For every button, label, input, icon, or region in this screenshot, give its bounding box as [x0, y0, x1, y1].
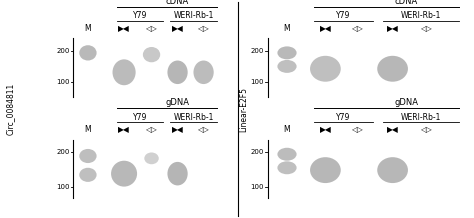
Ellipse shape [167, 61, 188, 84]
Text: Y79: Y79 [337, 11, 351, 20]
Text: 100: 100 [56, 184, 70, 190]
Ellipse shape [144, 152, 159, 164]
Text: WERI-Rb-1: WERI-Rb-1 [401, 113, 441, 122]
Text: 100: 100 [251, 184, 264, 190]
Ellipse shape [310, 157, 341, 183]
Ellipse shape [112, 59, 136, 85]
Ellipse shape [143, 47, 160, 62]
Text: M: M [284, 125, 290, 134]
Ellipse shape [277, 148, 297, 161]
Text: ▶◀: ▶◀ [319, 24, 331, 33]
Text: 100: 100 [56, 79, 70, 85]
Text: Y79: Y79 [133, 113, 147, 122]
Text: ◁▷: ◁▷ [352, 125, 364, 134]
Text: ▶◀: ▶◀ [387, 24, 399, 33]
Text: 200: 200 [56, 150, 70, 155]
Text: ▶◀: ▶◀ [118, 125, 130, 134]
Text: ◁▷: ◁▷ [421, 125, 433, 134]
Text: M: M [85, 125, 91, 134]
Ellipse shape [377, 157, 408, 183]
Text: 200: 200 [251, 150, 264, 155]
Ellipse shape [277, 161, 297, 174]
Text: M: M [284, 24, 290, 33]
Ellipse shape [277, 60, 297, 73]
Text: ◁▷: ◁▷ [198, 125, 210, 134]
Ellipse shape [79, 168, 97, 182]
Text: cDNA: cDNA [394, 0, 418, 6]
Text: 200: 200 [56, 48, 70, 54]
Ellipse shape [167, 162, 188, 186]
Text: ▶◀: ▶◀ [319, 125, 331, 134]
Text: ▶◀: ▶◀ [387, 125, 399, 134]
Text: WERI-Rb-1: WERI-Rb-1 [401, 11, 441, 20]
Text: Y79: Y79 [337, 113, 351, 122]
Ellipse shape [377, 56, 408, 82]
Text: ▶◀: ▶◀ [172, 24, 183, 33]
Text: ▶◀: ▶◀ [118, 24, 130, 33]
Text: ◁▷: ◁▷ [146, 125, 157, 134]
Ellipse shape [310, 56, 341, 82]
Ellipse shape [193, 61, 214, 84]
Text: WERI-Rb-1: WERI-Rb-1 [173, 11, 214, 20]
Text: cDNA: cDNA [166, 0, 189, 6]
Text: ◁▷: ◁▷ [421, 24, 433, 33]
Text: Linear-E2F5: Linear-E2F5 [239, 87, 248, 131]
Ellipse shape [79, 149, 97, 163]
Text: M: M [85, 24, 91, 33]
Text: Y79: Y79 [133, 11, 147, 20]
Ellipse shape [111, 161, 137, 187]
Text: 200: 200 [251, 48, 264, 54]
Text: Circ_0084811: Circ_0084811 [6, 83, 15, 135]
Text: ▶◀: ▶◀ [172, 125, 183, 134]
Text: ◁▷: ◁▷ [352, 24, 364, 33]
Text: 100: 100 [251, 79, 264, 85]
Text: ◁▷: ◁▷ [198, 24, 210, 33]
Text: gDNA: gDNA [165, 98, 190, 107]
Ellipse shape [79, 45, 97, 61]
Text: gDNA: gDNA [394, 98, 418, 107]
Ellipse shape [277, 46, 297, 59]
Text: WERI-Rb-1: WERI-Rb-1 [173, 113, 214, 122]
Text: ◁▷: ◁▷ [146, 24, 157, 33]
